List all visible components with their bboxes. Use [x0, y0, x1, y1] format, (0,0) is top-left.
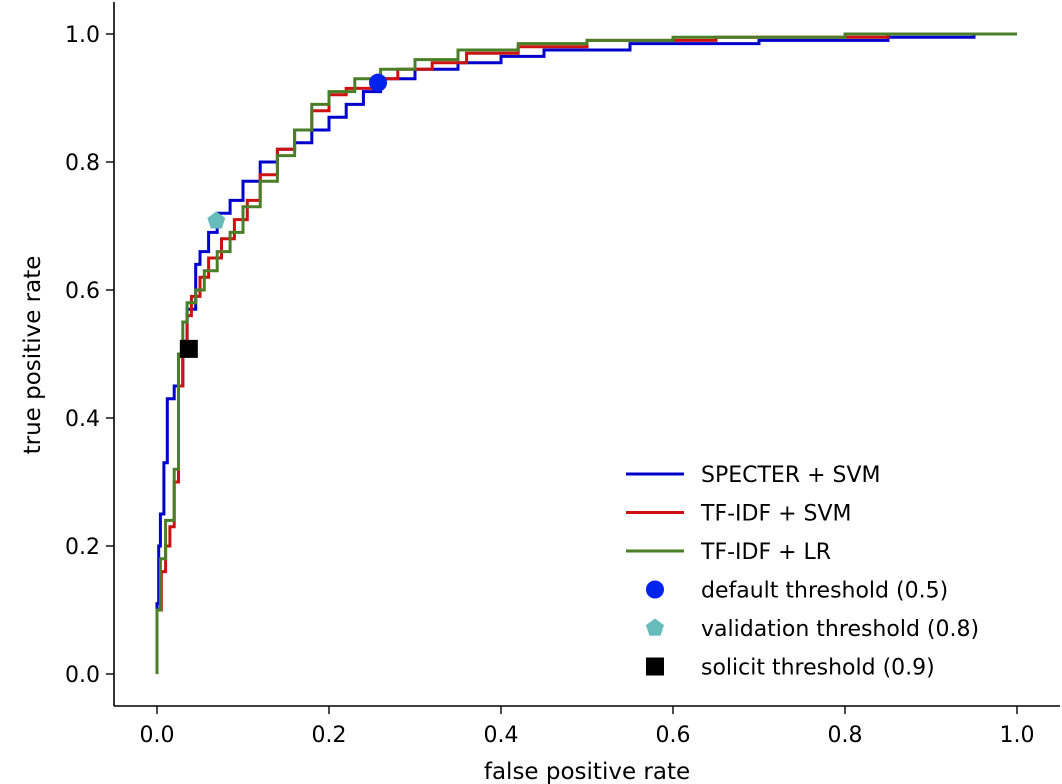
legend-label: TF-IDF + LR — [700, 540, 831, 565]
x-axis-label: false positive rate — [484, 759, 690, 784]
axes: 0.0 0.2 0.4 0.6 0.8 1.0 0.0 0.2 0.4 0.6 0.8 1.0 — [65, 2, 1060, 748]
y-tick-label: 0.6 — [65, 279, 100, 304]
marker-square — [179, 339, 198, 358]
legend-marker-square — [646, 657, 664, 676]
legend-label: default threshold (0.5) — [701, 579, 948, 604]
y-axis-label: true positive rate — [20, 256, 46, 455]
legend: SPECTER + SVM TF-IDF + SVM TF-IDF + LR defa… — [626, 463, 979, 681]
legend-label: solicit threshold (0.9) — [701, 656, 935, 681]
x-tick-label: 0.4 — [484, 723, 519, 748]
x-tick-label: 0.2 — [312, 723, 347, 748]
legend-label: validation threshold (0.8) — [701, 617, 979, 642]
x-tick-label: 0.0 — [140, 723, 175, 748]
legend-marker-pentagon — [646, 618, 664, 636]
series-lines — [155, 32, 1017, 674]
y-tick-label: 0.0 — [65, 663, 100, 688]
threshold-markers — [179, 73, 388, 358]
legend-label: SPECTER + SVM — [701, 463, 881, 488]
marker-pentagon — [207, 211, 226, 229]
y-tick-label: 0.8 — [65, 151, 100, 176]
legend-label: TF-IDF + SVM — [700, 502, 852, 527]
marker-circle — [369, 73, 388, 92]
x-tick-label: 0.6 — [656, 723, 691, 748]
legend-marker-circle — [646, 580, 664, 599]
series-line-tf-idf-lr — [155, 32, 1017, 674]
x-tick-label: 0.8 — [828, 723, 863, 748]
y-tick-label: 1.0 — [65, 23, 100, 48]
y-tick-label: 0.2 — [65, 535, 100, 560]
y-tick-label: 0.4 — [65, 407, 100, 432]
x-tick-label: 1.0 — [1000, 723, 1035, 748]
